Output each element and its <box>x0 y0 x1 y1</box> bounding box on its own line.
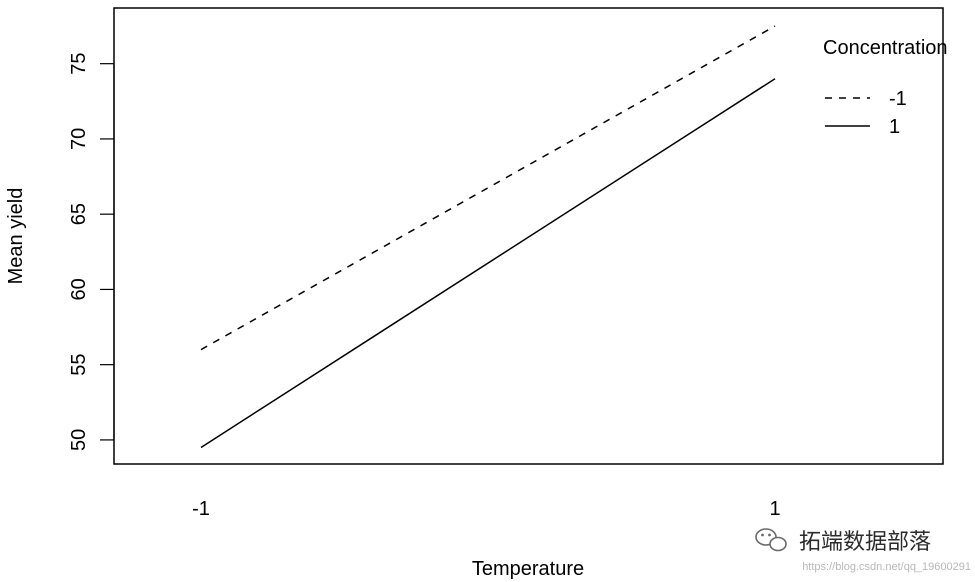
x-axis-label: Temperature <box>472 558 584 580</box>
legend: Concentration -1 1 <box>823 37 948 138</box>
watermark-text: 拓端数据部落 <box>799 530 931 555</box>
legend-label-series-1: -1 <box>889 88 907 110</box>
plot-frame <box>113 7 944 465</box>
y-tick-label: 65 <box>68 203 90 225</box>
series-layer <box>200 25 776 449</box>
legend-label-series-2: 1 <box>889 116 900 138</box>
watermark: 拓端数据部落 https://blog.csdn.net/qq_19600291 <box>755 528 971 573</box>
series-line-1 <box>200 25 776 351</box>
y-tick-label: 55 <box>68 354 90 376</box>
x-tick-label: -1 <box>192 498 210 520</box>
y-axis: 50 55 60 65 70 75 <box>68 53 115 451</box>
y-tick-label: 70 <box>68 128 90 150</box>
y-axis-label: Mean yield <box>5 188 27 285</box>
y-tick-label: 50 <box>68 429 90 451</box>
y-tick-label: 60 <box>68 278 90 300</box>
y-tick-label: 75 <box>68 53 90 75</box>
x-axis: -1 1 <box>192 498 780 520</box>
wechat-icon <box>755 528 787 552</box>
x-tick-label: 1 <box>769 498 780 520</box>
series-line-2 <box>200 78 776 449</box>
watermark-url: https://blog.csdn.net/qq_19600291 <box>802 561 971 573</box>
legend-title: Concentration <box>823 37 948 59</box>
